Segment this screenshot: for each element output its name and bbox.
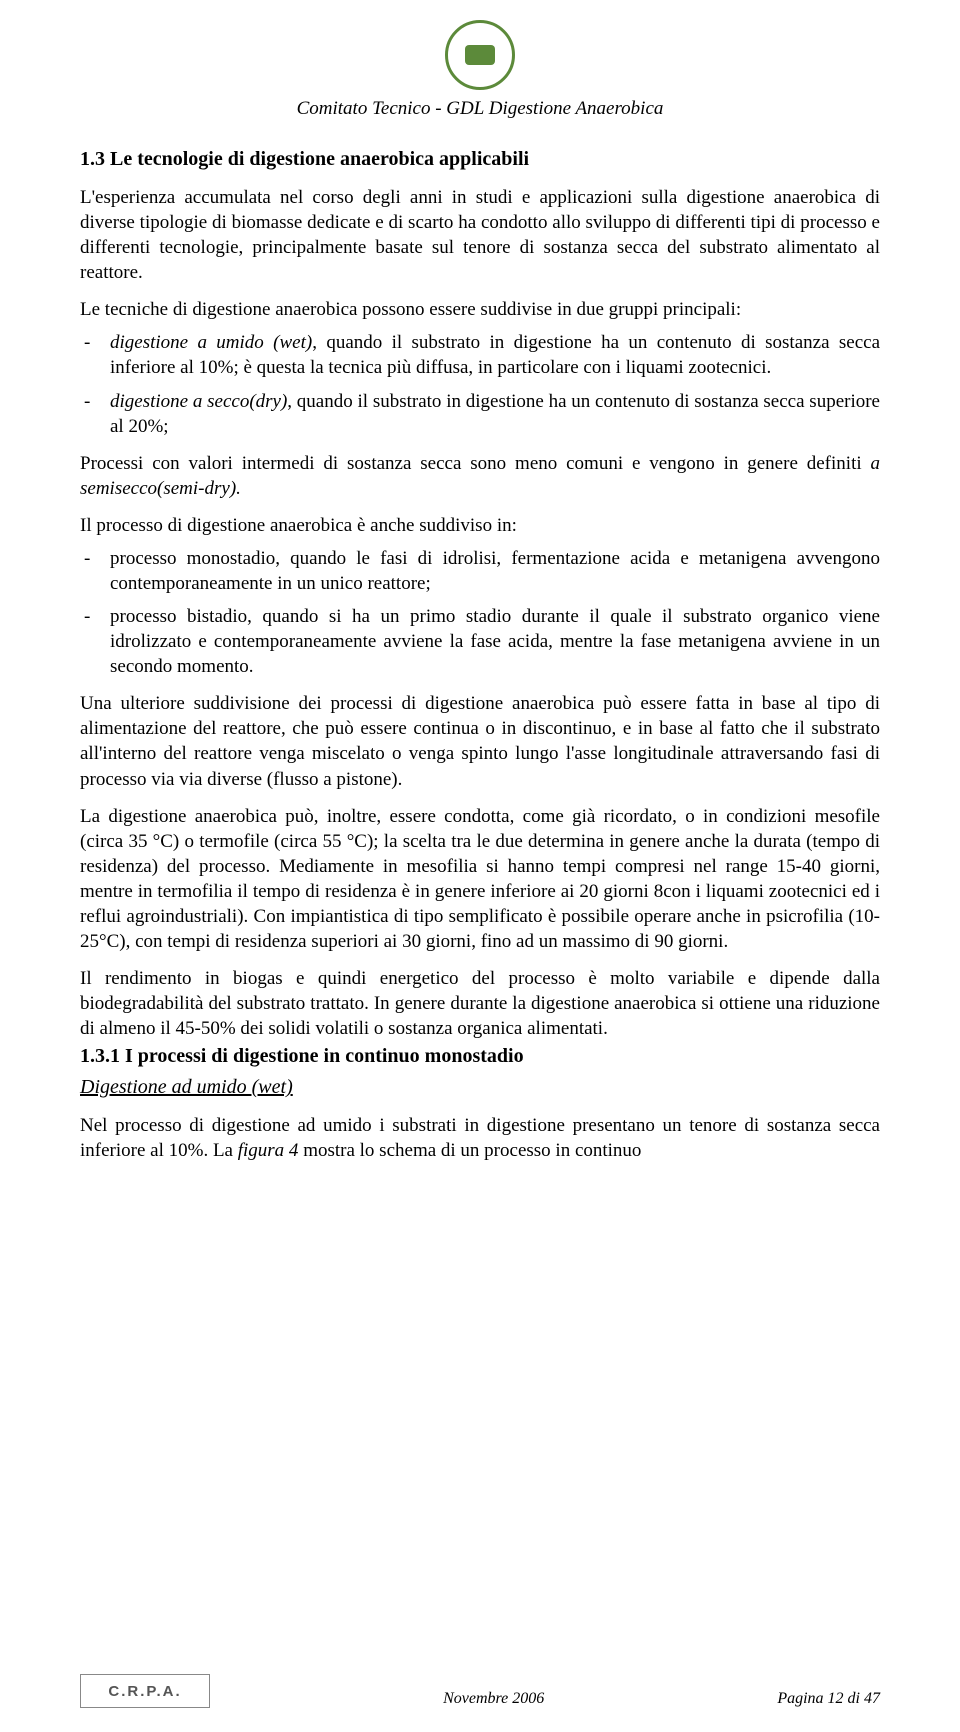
bullet-item: - processo monostadio, quando le fasi di… [80,546,880,596]
bullet-dash-icon: - [80,330,110,380]
header-org-title: Comitato Tecnico - GDL Digestione Anaero… [80,98,880,120]
bullet-content: processo bistadio, quando si ha un primo… [110,604,880,679]
bullet-lead: digestione a secco(dry) [110,391,287,412]
subheading-digestione-umido: Digestione ad umido (wet) [80,1076,880,1099]
p8-text-c: mostra lo schema di un processo in conti… [298,1140,641,1161]
bullet-lead: digestione a umido (wet) [110,332,312,353]
bullet-list-2: - processo monostadio, quando le fasi di… [80,546,880,679]
consorzio-logo [445,20,515,90]
bullet-item: - processo bistadio, quando si ha un pri… [80,604,880,679]
paragraph-8: Nel processo di digestione ad umido i su… [80,1113,880,1163]
paragraph-5: Una ulteriore suddivisione dei processi … [80,691,880,791]
paragraph-4: Il processo di digestione anaerobica è a… [80,513,880,538]
logo-inner-shape [465,45,495,65]
paragraph-7: Il rendimento in biogas e quindi energet… [80,966,880,1041]
bullet-dash-icon: - [80,389,110,439]
bullet-list-1: - digestione a umido (wet), quando il su… [80,330,880,438]
footer-date: Novembre 2006 [443,1690,544,1708]
crpa-logo: C.R.P.A. [80,1674,210,1708]
bullet-dash-icon: - [80,546,110,596]
page-footer: C.R.P.A. Novembre 2006 Pagina 12 di 47 [80,1674,880,1708]
p3-text-a: Processi con valori intermedi di sostanz… [80,453,871,474]
bullet-item: - digestione a secco(dry), quando il sub… [80,389,880,439]
bullet-dash-icon: - [80,604,110,679]
paragraph-3: Processi con valori intermedi di sostanz… [80,451,880,501]
bullet-content: digestione a secco(dry), quando il subst… [110,389,880,439]
bullet-content: digestione a umido (wet), quando il subs… [110,330,880,380]
section-title: 1.3 Le tecnologie di digestione anaerobi… [80,148,880,171]
header-logo-container [80,20,880,90]
footer-page-number: Pagina 12 di 47 [777,1690,880,1708]
subsection-title: 1.3.1 I processi di digestione in contin… [80,1045,880,1068]
p8-figure-ref: figura 4 [238,1140,299,1161]
paragraph-6: La digestione anaerobica può, inoltre, e… [80,804,880,954]
paragraph-1: L'esperienza accumulata nel corso degli … [80,185,880,285]
bullet-content: processo monostadio, quando le fasi di i… [110,546,880,596]
bullet-item: - digestione a umido (wet), quando il su… [80,330,880,380]
paragraph-2: Le tecniche di digestione anaerobica pos… [80,297,880,322]
